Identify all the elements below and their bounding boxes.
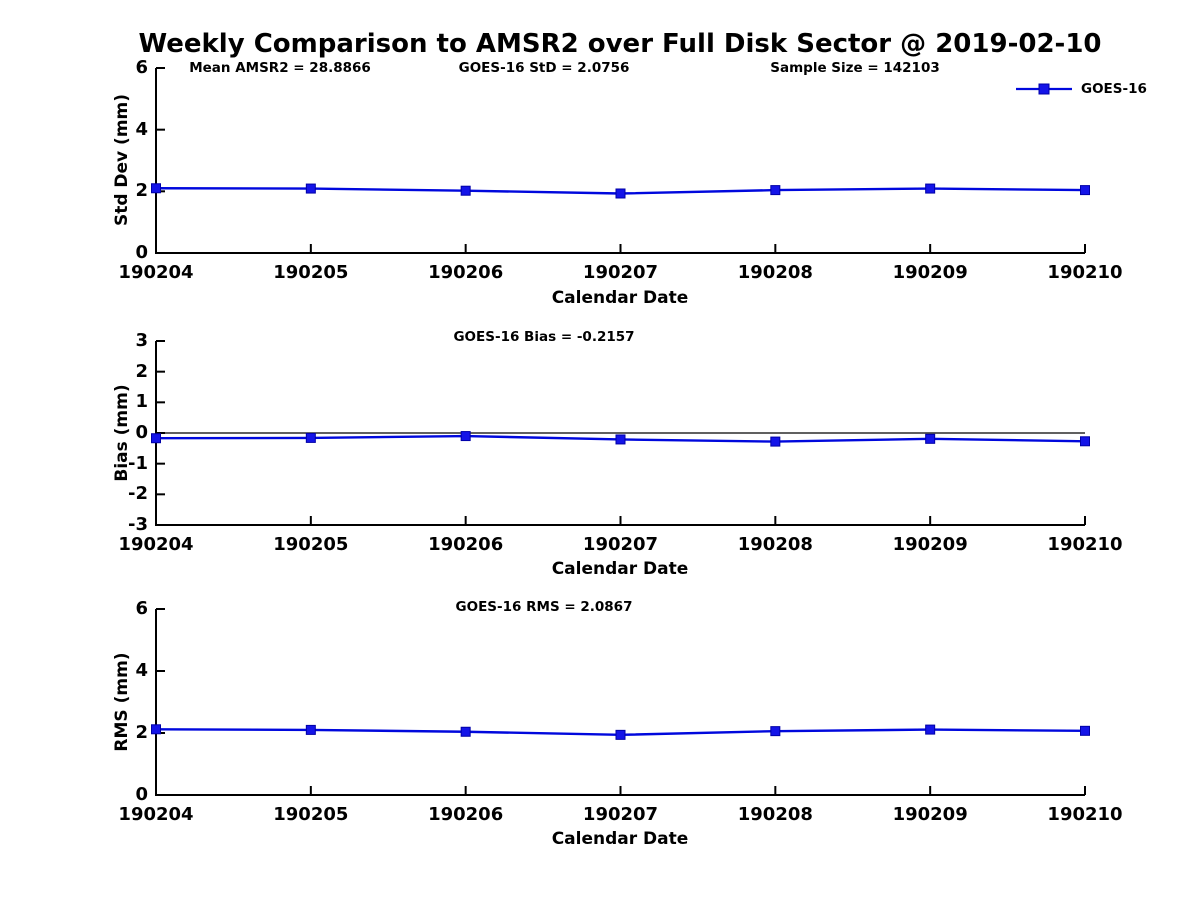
y-tick-label: 6: [135, 57, 148, 78]
data-point-marker: [770, 185, 781, 196]
x-tick-label: 190208: [737, 262, 813, 283]
annotation-sample-size: Sample Size = 142103: [770, 60, 940, 76]
x-tick-label: 190206: [428, 804, 504, 825]
x-tick-label: 190206: [428, 262, 504, 283]
x-tick-label: 190207: [582, 534, 659, 555]
data-point-marker: [1080, 436, 1090, 447]
data-point-marker: [615, 729, 626, 740]
data-point-marker: [925, 433, 936, 444]
legend: GOES-16: [1014, 80, 1147, 98]
y-tick-label: 0: [135, 784, 148, 805]
x-axis-label-calendar-date-2: Calendar Date: [551, 559, 689, 579]
chart-title: Weekly Comparison to AMSR2 over Full Dis…: [138, 29, 1102, 59]
legend-line-marker-icon: [1016, 83, 1072, 95]
annotation-mean-amsr2: Mean AMSR2 = 28.8866: [189, 60, 371, 76]
x-axis-label-calendar-date-1: Calendar Date: [551, 288, 689, 308]
y-tick-label: -2: [128, 483, 148, 505]
y-tick-label: 0: [135, 242, 148, 263]
x-tick-label: 190210: [1047, 804, 1123, 825]
data-point-marker: [1080, 185, 1090, 196]
subplot-rms: [151, 608, 1090, 796]
data-point-marker: [305, 183, 316, 194]
data-point-marker: [925, 724, 936, 735]
y-tick-label: 2: [135, 180, 148, 202]
x-tick-label: 190205: [273, 534, 349, 555]
x-tick-label: 190205: [273, 804, 349, 825]
x-tick-label: 190204: [118, 804, 194, 825]
data-point-marker: [615, 434, 626, 445]
data-point-marker: [460, 726, 471, 737]
x-tick-label: 190209: [892, 262, 968, 283]
annotation-goes16-bias: GOES-16 Bias = -0.2157: [453, 329, 635, 345]
x-tick-label: 190209: [892, 804, 968, 825]
x-tick-label: 190205: [273, 262, 349, 283]
data-point-marker: [615, 188, 626, 199]
x-tick-label: 190206: [428, 534, 504, 555]
y-tick-label: 0: [135, 422, 148, 443]
x-tick-label: 190207: [582, 262, 659, 283]
y-tick-label: -1: [128, 452, 148, 474]
y-tick-label: 1: [135, 391, 148, 413]
y-tick-label: 6: [135, 598, 148, 619]
data-point-marker: [305, 724, 316, 735]
x-tick-label: 190208: [737, 804, 813, 825]
subplot-std-dev: [151, 67, 1090, 254]
x-tick-label: 190207: [582, 804, 659, 825]
x-tick-label: 190210: [1047, 262, 1123, 283]
data-point-marker: [151, 183, 161, 194]
data-point-marker: [925, 183, 936, 194]
y-tick-label: -3: [128, 514, 148, 535]
x-tick-label: 190204: [118, 534, 194, 555]
x-tick-label: 190209: [892, 534, 968, 555]
y-tick-label: 3: [135, 330, 148, 351]
annotation-goes16-std: GOES-16 StD = 2.0756: [458, 60, 630, 76]
subplot-bias: [151, 340, 1090, 526]
data-point-marker: [460, 431, 471, 442]
x-tick-label: 190208: [737, 534, 813, 555]
x-tick-label: 190210: [1047, 534, 1123, 555]
data-point-marker: [305, 432, 316, 443]
data-point-marker: [151, 433, 161, 444]
data-point-marker: [460, 185, 471, 196]
x-tick-label: 190204: [118, 262, 194, 283]
y-tick-label: 2: [135, 722, 148, 743]
annotation-goes16-rms: GOES-16 RMS = 2.0867: [455, 599, 633, 615]
x-axis-label-calendar-date-3: Calendar Date: [551, 829, 689, 849]
y-tick-label: 4: [135, 118, 148, 140]
legend-label: GOES-16: [1081, 81, 1147, 97]
data-point-marker: [770, 726, 781, 737]
y-axis-label-std-dev: Std Dev (mm): [112, 93, 132, 227]
data-point-marker: [151, 724, 161, 735]
data-point-marker: [1080, 725, 1090, 736]
data-point-marker: [770, 436, 781, 447]
y-tick-label: 4: [135, 660, 148, 681]
y-tick-label: 2: [135, 360, 148, 382]
